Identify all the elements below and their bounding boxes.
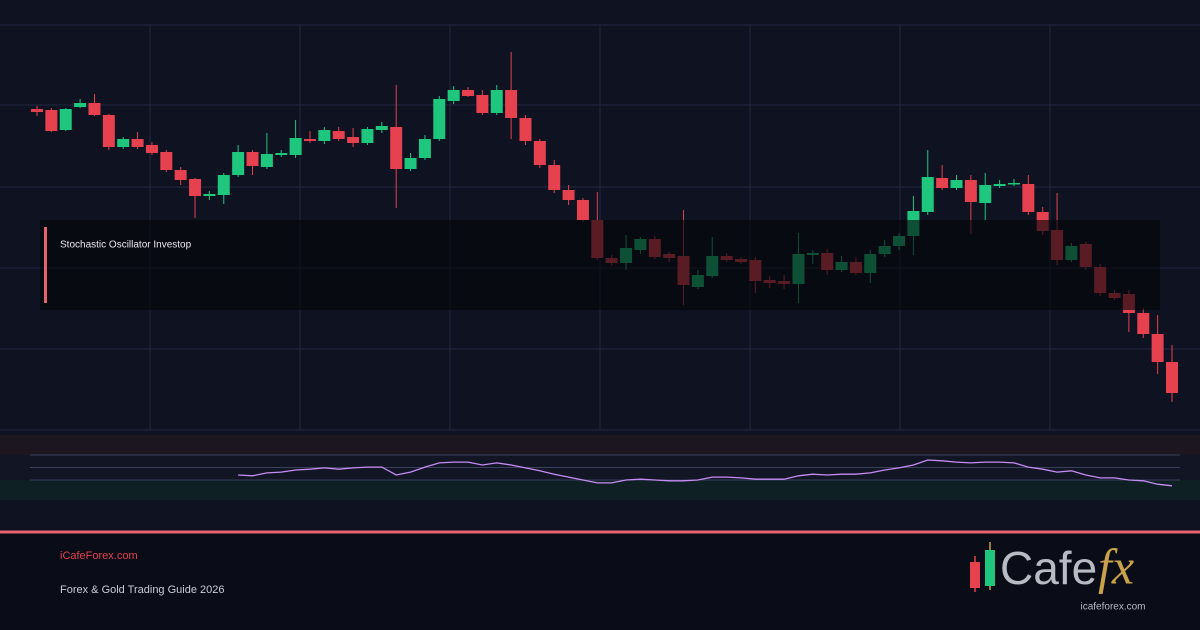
footer-site: iCafeForex.com	[60, 550, 138, 562]
candle-body	[1007, 183, 1020, 185]
candle-body	[548, 165, 561, 190]
footer-subtitle: Forex & Gold Trading Guide 2026	[60, 584, 224, 596]
candle-body	[347, 137, 360, 143]
indicator-line	[238, 459, 1173, 487]
candle-body	[505, 90, 518, 118]
candle-body	[88, 103, 101, 115]
candle-body	[1137, 313, 1150, 334]
candle-body	[979, 185, 992, 203]
candle-body	[576, 200, 589, 220]
footer-bg	[0, 532, 1200, 630]
overbought-zone	[0, 435, 1200, 455]
candle-body	[361, 129, 374, 143]
candle-body	[189, 179, 202, 196]
candle-body	[462, 90, 475, 96]
candle-body	[490, 90, 503, 113]
candle-body	[519, 118, 532, 141]
oversold-zone	[0, 479, 1200, 500]
candle-body	[993, 184, 1006, 186]
candle-body	[246, 152, 259, 166]
candle-body	[418, 139, 431, 158]
candle-body	[332, 131, 345, 139]
candle-body	[74, 103, 87, 107]
overlay-accent	[44, 227, 47, 303]
candle-body	[404, 158, 417, 169]
candle-body	[950, 180, 963, 188]
candle-body	[921, 177, 934, 212]
logo-mark: fx	[1098, 538, 1134, 594]
candle-body	[318, 130, 331, 141]
logo-icon	[970, 542, 995, 592]
logo-name: Cafe	[1000, 542, 1097, 594]
candle-body	[476, 95, 489, 113]
candle-body	[117, 139, 130, 147]
candle-body	[303, 139, 316, 141]
candle-body	[289, 138, 302, 155]
candle-body	[936, 178, 949, 188]
candle-body	[964, 180, 977, 202]
candle-body	[275, 153, 288, 155]
candle-body	[533, 141, 546, 165]
candle-body	[447, 90, 460, 101]
chart-title: Stochastic Oscillator Investop	[60, 240, 192, 251]
candle-body	[1166, 362, 1178, 393]
candle-body	[390, 127, 403, 169]
candle-body	[160, 152, 173, 170]
candle-body	[31, 109, 43, 112]
logo-url: icafeforex.com	[1080, 602, 1145, 613]
candle-body	[102, 115, 115, 147]
candle-body	[232, 152, 245, 175]
candle-body	[59, 109, 72, 130]
candle-body	[45, 110, 58, 131]
candle-body	[145, 145, 158, 153]
candle-body	[260, 154, 273, 167]
candle-body	[217, 175, 230, 195]
candle-body	[562, 190, 575, 200]
candle-body	[375, 126, 388, 130]
overlay-box	[40, 220, 1160, 310]
candle-body	[433, 99, 446, 139]
candle-body	[131, 139, 144, 147]
candle-body	[1022, 184, 1035, 212]
candle-body	[1151, 334, 1164, 362]
candle-body	[174, 170, 187, 180]
candle-body	[203, 194, 216, 196]
